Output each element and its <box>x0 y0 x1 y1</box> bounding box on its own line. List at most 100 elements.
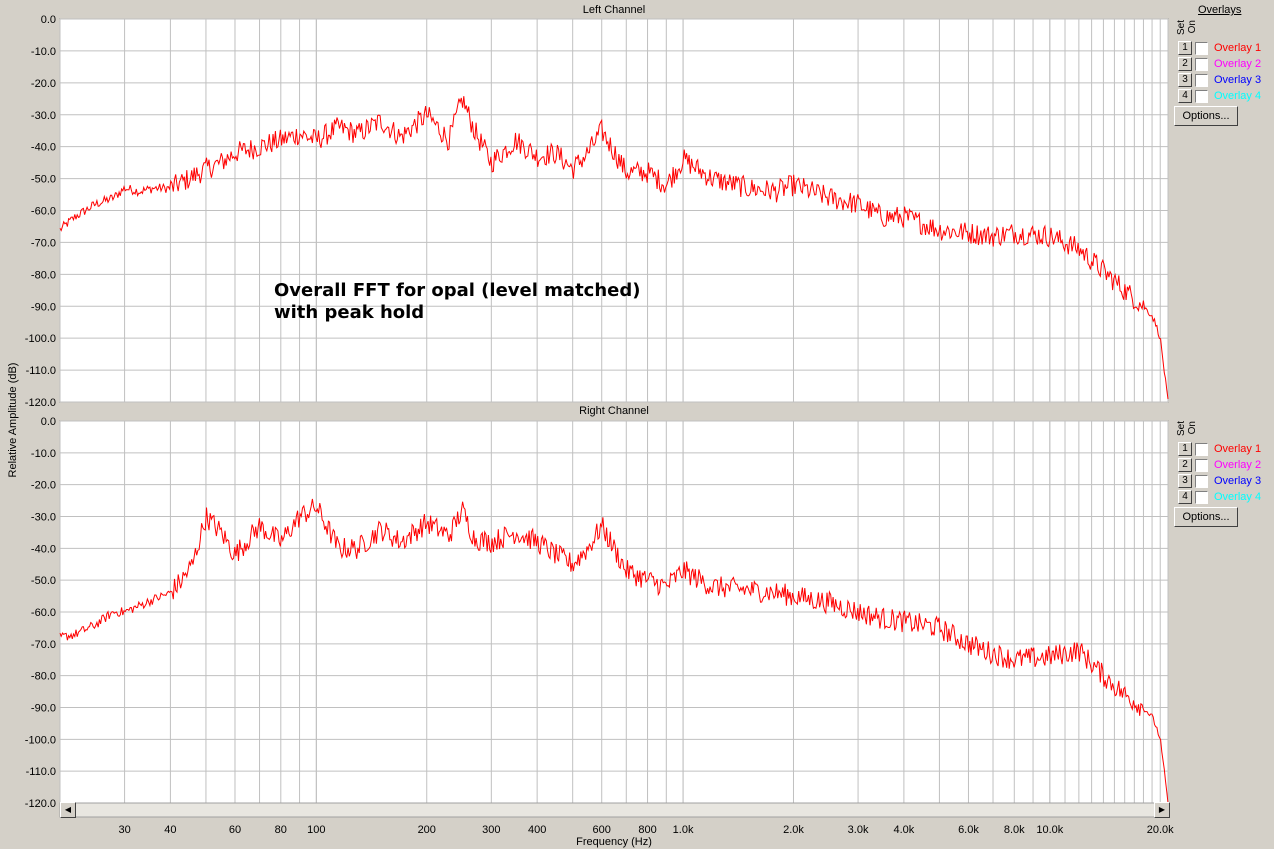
overlay-row-1: 1 Overlay 1 <box>1178 40 1261 56</box>
y-axis-label: Relative Amplitude (dB) <box>7 363 19 478</box>
x-tick-label: 300 <box>482 824 500 836</box>
x-tick-label: 400 <box>528 824 546 836</box>
overlay-3-set-button[interactable]: 3 <box>1178 73 1192 87</box>
annotation-text: Overall FFT for opal (level matched) wit… <box>274 280 640 324</box>
y-tick-label: -110.0 <box>26 365 56 377</box>
overlay-row-3: 3 Overlay 3 <box>1178 72 1261 88</box>
x-tick-label: 80 <box>275 824 287 836</box>
x-tick-label: 2.0k <box>783 824 804 836</box>
y-tick-label: -90.0 <box>31 703 56 715</box>
overlay-row-2: 2 Overlay 2 <box>1178 457 1261 473</box>
overlay-2-set-button[interactable]: 2 <box>1178 57 1192 71</box>
overlay-2-label: Overlay 2 <box>1214 58 1262 70</box>
set-column-label: Set <box>1176 20 1187 36</box>
overlay-row-4: 4 Overlay 4 <box>1178 88 1261 104</box>
x-tick-label: 40 <box>164 824 176 836</box>
overlay-row-4: 4 Overlay 4 <box>1178 489 1261 505</box>
overlay-3-checkbox[interactable] <box>1195 73 1208 87</box>
x-tick-label: 8.0k <box>1004 824 1025 836</box>
y-tick-label: -60.0 <box>31 206 56 218</box>
annotation-line-2: with peak hold <box>274 302 425 323</box>
x-tick-label: 100 <box>307 824 325 836</box>
overlay-4-checkbox[interactable] <box>1195 89 1208 103</box>
x-tick-label: 30 <box>118 824 130 836</box>
x-tick-label: 4.0k <box>893 824 914 836</box>
x-tick-label: 600 <box>593 824 611 836</box>
x-tick-label: 200 <box>418 824 436 836</box>
overlay-panel-right: Set On 1 Overlay 1 2 Overlay 2 3 Overlay… <box>1174 405 1274 535</box>
overlay-1-set-button[interactable]: 1 <box>1178 41 1192 55</box>
options-button[interactable]: Options... <box>1174 507 1238 527</box>
y-tick-label: 0.0 <box>41 14 56 26</box>
overlay-1-label: Overlay 1 <box>1214 42 1262 54</box>
overlay-1-checkbox[interactable] <box>1195 41 1208 55</box>
x-tick-label: 20.0k <box>1147 824 1174 836</box>
overlay-2-set-button[interactable]: 2 <box>1178 458 1192 472</box>
overlay-1-set-button[interactable]: 1 <box>1178 442 1192 456</box>
overlay-2-label: Overlay 2 <box>1214 459 1262 471</box>
overlay-2-checkbox[interactable] <box>1195 57 1208 71</box>
on-column-label: On <box>1187 421 1198 435</box>
y-tick-label: -110.0 <box>26 766 56 778</box>
y-tick-label: -50.0 <box>31 575 56 587</box>
overlay-row-3: 3 Overlay 3 <box>1178 473 1261 489</box>
y-tick-label: -50.0 <box>31 174 56 186</box>
y-tick-label: -100.0 <box>25 333 56 345</box>
overlay-4-label: Overlay 4 <box>1214 491 1262 503</box>
y-tick-label: -40.0 <box>31 142 56 154</box>
y-tick-label: -40.0 <box>31 543 56 555</box>
overlay-3-label: Overlay 3 <box>1214 475 1262 487</box>
overlay-2-checkbox[interactable] <box>1195 458 1208 472</box>
overlay-4-label: Overlay 4 <box>1214 90 1262 102</box>
y-tick-label: -80.0 <box>31 269 56 281</box>
x-tick-label: 10.0k <box>1036 824 1063 836</box>
overlay-3-label: Overlay 3 <box>1214 74 1262 86</box>
y-tick-label: -70.0 <box>31 237 56 249</box>
series-line <box>59 498 1169 804</box>
overlay-4-set-button[interactable]: 4 <box>1178 89 1192 103</box>
y-tick-label: -10.0 <box>31 448 56 460</box>
overlay-4-set-button[interactable]: 4 <box>1178 490 1192 504</box>
y-tick-label: -80.0 <box>31 671 56 683</box>
y-tick-label: -70.0 <box>31 639 56 651</box>
x-tick-label: 60 <box>229 824 241 836</box>
overlay-3-checkbox[interactable] <box>1195 474 1208 488</box>
scroll-right-button[interactable]: ▶ <box>1154 802 1170 818</box>
x-tick-label: 3.0k <box>848 824 869 836</box>
y-tick-label: -30.0 <box>31 110 56 122</box>
scroll-left-button[interactable]: ◀ <box>60 802 76 818</box>
x-axis-label: Frequency (Hz) <box>576 836 652 848</box>
y-tick-label: 0.0 <box>41 416 56 428</box>
y-tick-label: -90.0 <box>31 301 56 313</box>
annotation-line-1: Overall FFT for opal (level matched) <box>274 280 641 301</box>
x-tick-label: 1.0k <box>673 824 694 836</box>
y-tick-label: -20.0 <box>31 78 56 90</box>
y-tick-label: -120.0 <box>25 798 56 810</box>
y-tick-label: -20.0 <box>31 480 56 492</box>
scrollbar-track <box>59 802 1169 818</box>
overlay-4-checkbox[interactable] <box>1195 490 1208 504</box>
y-tick-label: -10.0 <box>31 46 56 58</box>
y-tick-label: -30.0 <box>31 512 56 524</box>
overlay-row-1: 1 Overlay 1 <box>1178 441 1261 457</box>
y-tick-label: -120.0 <box>25 397 56 409</box>
overlay-1-checkbox[interactable] <box>1195 442 1208 456</box>
overlay-row-2: 2 Overlay 2 <box>1178 56 1261 72</box>
chart-title: Left Channel <box>583 4 645 16</box>
y-tick-label: -60.0 <box>31 607 56 619</box>
x-tick-label: 800 <box>638 824 656 836</box>
x-tick-label: 6.0k <box>958 824 979 836</box>
on-column-label: On <box>1187 20 1198 34</box>
overlay-1-label: Overlay 1 <box>1214 443 1262 455</box>
overlay-panel-left: Overlays Set On 1 Overlay 1 2 Overlay 2 … <box>1174 4 1274 134</box>
set-column-label: Set <box>1176 421 1187 437</box>
chart-panel-right: 0.0 -10.0 -20.0 -30.0 -40.0 -50.0 -60.0 -70.0 -8… <box>25 405 1169 810</box>
y-tick-label: -100.0 <box>25 734 56 746</box>
overlay-3-set-button[interactable]: 3 <box>1178 474 1192 488</box>
options-button[interactable]: Options... <box>1174 106 1238 126</box>
chart-panel-left: 0.0 -10.0 -20.0 -30.0 -40.0 -50.0 -60.0 -70.0 -8… <box>25 4 1169 409</box>
series-line <box>59 96 1169 400</box>
overlays-title: Overlays <box>1198 4 1242 16</box>
chart-title: Right Channel <box>579 405 649 417</box>
